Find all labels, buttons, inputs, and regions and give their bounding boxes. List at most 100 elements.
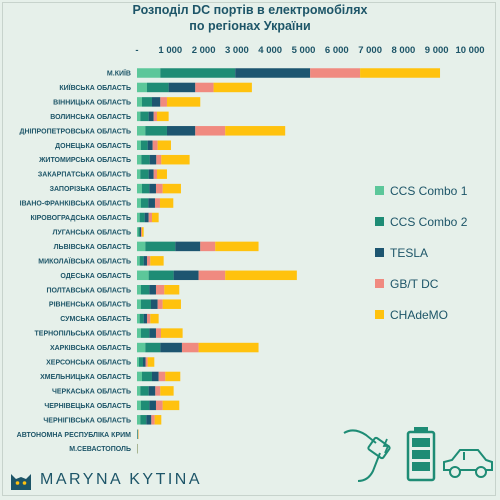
category-label: ПОЛТАВСЬКА ОБЛАСТЬ	[46, 287, 131, 294]
bar-segment	[151, 371, 159, 382]
x-tick-label: 1 000	[158, 45, 182, 56]
bar-segment	[145, 342, 161, 353]
cat-logo-icon	[11, 474, 31, 490]
bar-segment	[155, 328, 161, 338]
bar-segment	[149, 400, 156, 411]
bar-segment	[140, 198, 149, 208]
legend-item: TESLA	[375, 244, 495, 261]
category-label: М.КИЇВ	[107, 70, 131, 78]
bar-segment	[159, 198, 174, 208]
bar-segment	[140, 299, 151, 309]
bar-segment	[148, 111, 154, 122]
bar-segment	[153, 111, 157, 122]
bar-segment	[152, 140, 158, 150]
category-label: ЗАПОРІЗЬКА ОБЛАСТЬ	[50, 186, 131, 193]
category-label: КИЇВСЬКА ОБЛАСТЬ	[59, 84, 131, 92]
bar-segment	[145, 357, 148, 367]
bar-segment	[137, 227, 139, 237]
bar-segment	[148, 212, 152, 223]
bar-segment	[160, 386, 174, 396]
bar-segment	[151, 212, 159, 223]
x-tick-label: 7 000	[358, 45, 382, 56]
bar-segment	[153, 169, 157, 179]
bar-segment	[146, 313, 151, 324]
bar-segment	[149, 183, 156, 194]
legend-label: TESLA	[390, 245, 429, 260]
bar-segment	[198, 270, 226, 281]
bar-segment	[225, 126, 286, 136]
category-label: ЛУГАНСЬКА ОБЛАСТЬ	[52, 229, 131, 236]
bar-segment	[137, 140, 141, 150]
bar-segment	[150, 313, 159, 324]
bar-segment	[215, 241, 259, 252]
legend-item: CHAdeMO	[375, 306, 495, 323]
legend-item: CCS Combo 1	[375, 182, 495, 199]
bar-segment	[140, 111, 149, 122]
battery-icon	[406, 427, 436, 482]
bar-segment	[157, 299, 163, 309]
bar-segment	[160, 97, 167, 107]
category-label: ЧЕРКАСЬКА ОБЛАСТЬ	[52, 388, 131, 395]
bar-segment	[146, 256, 151, 266]
chart-title-line2: по регіонах України	[189, 19, 311, 33]
x-tick-label: -	[135, 45, 138, 56]
category-label: ТЕРНОПІЛЬСЬКА ОБЛАСТЬ	[35, 331, 132, 338]
bar-segment	[144, 212, 149, 223]
bar-segment	[141, 154, 150, 165]
bar-segment	[151, 415, 155, 425]
bar-segment	[146, 82, 169, 93]
bar-segment	[137, 371, 142, 382]
bar-segment	[137, 68, 161, 78]
category-label: МИКОЛАЇВСЬКА ОБЛАСТЬ	[38, 257, 131, 265]
brand-name: MARYNA KYTINA	[40, 471, 203, 488]
legend-item: CCS Combo 2	[375, 213, 495, 230]
bar-segment	[137, 400, 141, 411]
bar-segment	[148, 169, 154, 179]
bar-segment	[145, 241, 176, 252]
category-label: ЧЕРНІГІВСЬКА ОБЛАСТЬ	[43, 417, 131, 424]
legend-label: CHAdeMO	[390, 307, 449, 322]
bar-segment	[143, 313, 147, 324]
bar-segment	[148, 270, 174, 281]
bar-segment	[162, 183, 181, 194]
bar-segment	[166, 97, 201, 107]
bar-segment	[156, 111, 169, 122]
bar-segment	[137, 183, 142, 194]
bar-segment	[146, 415, 152, 425]
bar-segment	[149, 285, 156, 295]
bar-segment	[154, 198, 160, 208]
category-label: ВІННИЦЬКА ОБЛАСТЬ	[53, 99, 131, 106]
bar-segment	[198, 342, 259, 353]
bar-segment	[137, 357, 139, 367]
bar-segment	[139, 227, 141, 237]
bar-segment	[155, 400, 163, 411]
bar-segment	[155, 285, 165, 295]
bar-segment	[166, 126, 196, 136]
x-tick-label: 4 000	[258, 45, 282, 56]
bar-segment	[195, 82, 214, 93]
bar-segment	[138, 357, 143, 367]
category-label: ДОНЕЦЬКА ОБЛАСТЬ	[55, 143, 131, 150]
bar-segment	[139, 212, 145, 223]
bar-segment	[200, 241, 216, 252]
category-label: ХАРКІВСЬКА ОБЛАСТЬ	[50, 345, 131, 352]
bar-segment	[137, 256, 140, 266]
bar-segment	[137, 82, 147, 93]
bar-segment	[156, 169, 167, 179]
bar-segment	[360, 68, 441, 78]
bar-segment	[181, 342, 199, 353]
bar-segment	[310, 68, 361, 78]
legend-label: GB/T DC	[390, 276, 439, 291]
bar-segment	[137, 415, 141, 425]
category-label: СУМСЬКА ОБЛАСТЬ	[60, 316, 131, 323]
bar-segment	[137, 111, 141, 122]
bar-segment	[137, 299, 141, 309]
bar-segment	[157, 140, 171, 150]
legend-swatch	[375, 217, 384, 226]
category-label: ІВАНО-ФРАНКІВСЬКА ОБЛАСТЬ	[20, 201, 131, 208]
category-label: ХЕРСОНСЬКА ОБЛАСТЬ	[46, 360, 131, 367]
category-label: ЗАКАРПАТСЬКА ОБЛАСТЬ	[38, 172, 131, 179]
bar-segment	[137, 342, 146, 353]
category-label: АВТОНОМНА РЕСПУБЛІКА КРИМ	[17, 432, 132, 439]
